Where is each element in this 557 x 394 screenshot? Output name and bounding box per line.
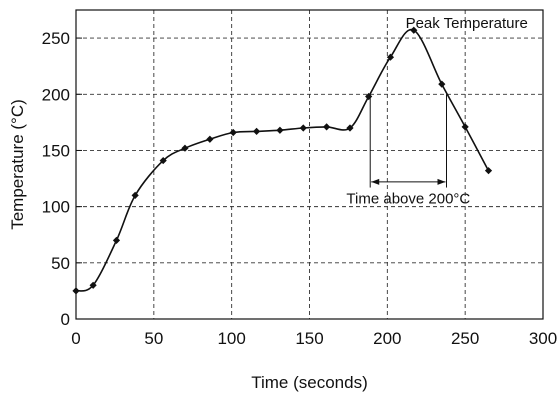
plot-frame — [75, 9, 544, 320]
y-tick-label: 150 — [42, 141, 70, 160]
x-tick-label: 150 — [295, 329, 323, 348]
y-tick-label: 0 — [61, 310, 70, 329]
x-tick-label: 250 — [451, 329, 479, 348]
data-point-marker — [323, 123, 331, 131]
x-tick-label: 100 — [217, 329, 245, 348]
y-tick-label: 100 — [42, 198, 70, 217]
x-axis-ticks: 0 50 100 150 200 250 300 — [71, 329, 557, 348]
line-series — [75, 28, 490, 292]
span-arrowhead-left — [371, 178, 380, 185]
x-tick-label: 50 — [144, 329, 163, 348]
peak-temperature-label: Peak Temperature — [406, 15, 528, 32]
data-point-marker — [206, 135, 214, 143]
data-point-marker — [484, 167, 493, 175]
span-arrowhead-right — [437, 178, 446, 185]
annotations: Peak Temperature Time above 200°C — [346, 15, 527, 208]
y-axis-ticks: 0 50 100 150 200 250 — [42, 29, 82, 329]
data-point-marker — [365, 92, 373, 101]
x-tick-label: 300 — [529, 329, 557, 348]
data-point-marker — [89, 281, 97, 289]
time-above-200-label: Time above 200°C — [346, 191, 470, 208]
data-point-marker — [438, 80, 446, 88]
data-point-marker — [181, 144, 189, 152]
data-point-marker — [386, 53, 395, 61]
y-tick-label: 250 — [42, 29, 70, 48]
x-tick-label: 0 — [71, 329, 80, 348]
data-markers — [72, 26, 493, 295]
data-point-marker — [299, 124, 307, 132]
x-axis-title: Time (seconds) — [251, 373, 368, 392]
data-point-marker — [72, 287, 80, 295]
data-point-marker — [410, 26, 418, 34]
data-point-marker — [252, 127, 261, 135]
data-point-marker — [346, 124, 354, 132]
temperature-curve — [75, 28, 490, 292]
y-tick-label: 50 — [51, 254, 70, 273]
data-point-marker — [112, 236, 121, 244]
y-tick-label: 200 — [42, 85, 70, 104]
data-point-marker — [229, 128, 237, 137]
data-point-marker — [131, 191, 139, 199]
data-point-marker — [461, 123, 469, 131]
grid-lines — [76, 10, 543, 319]
x-tick-label: 200 — [373, 329, 401, 348]
data-point-marker — [159, 156, 167, 165]
y-axis-title: Temperature (°C) — [8, 99, 27, 230]
data-point-marker — [276, 126, 284, 134]
